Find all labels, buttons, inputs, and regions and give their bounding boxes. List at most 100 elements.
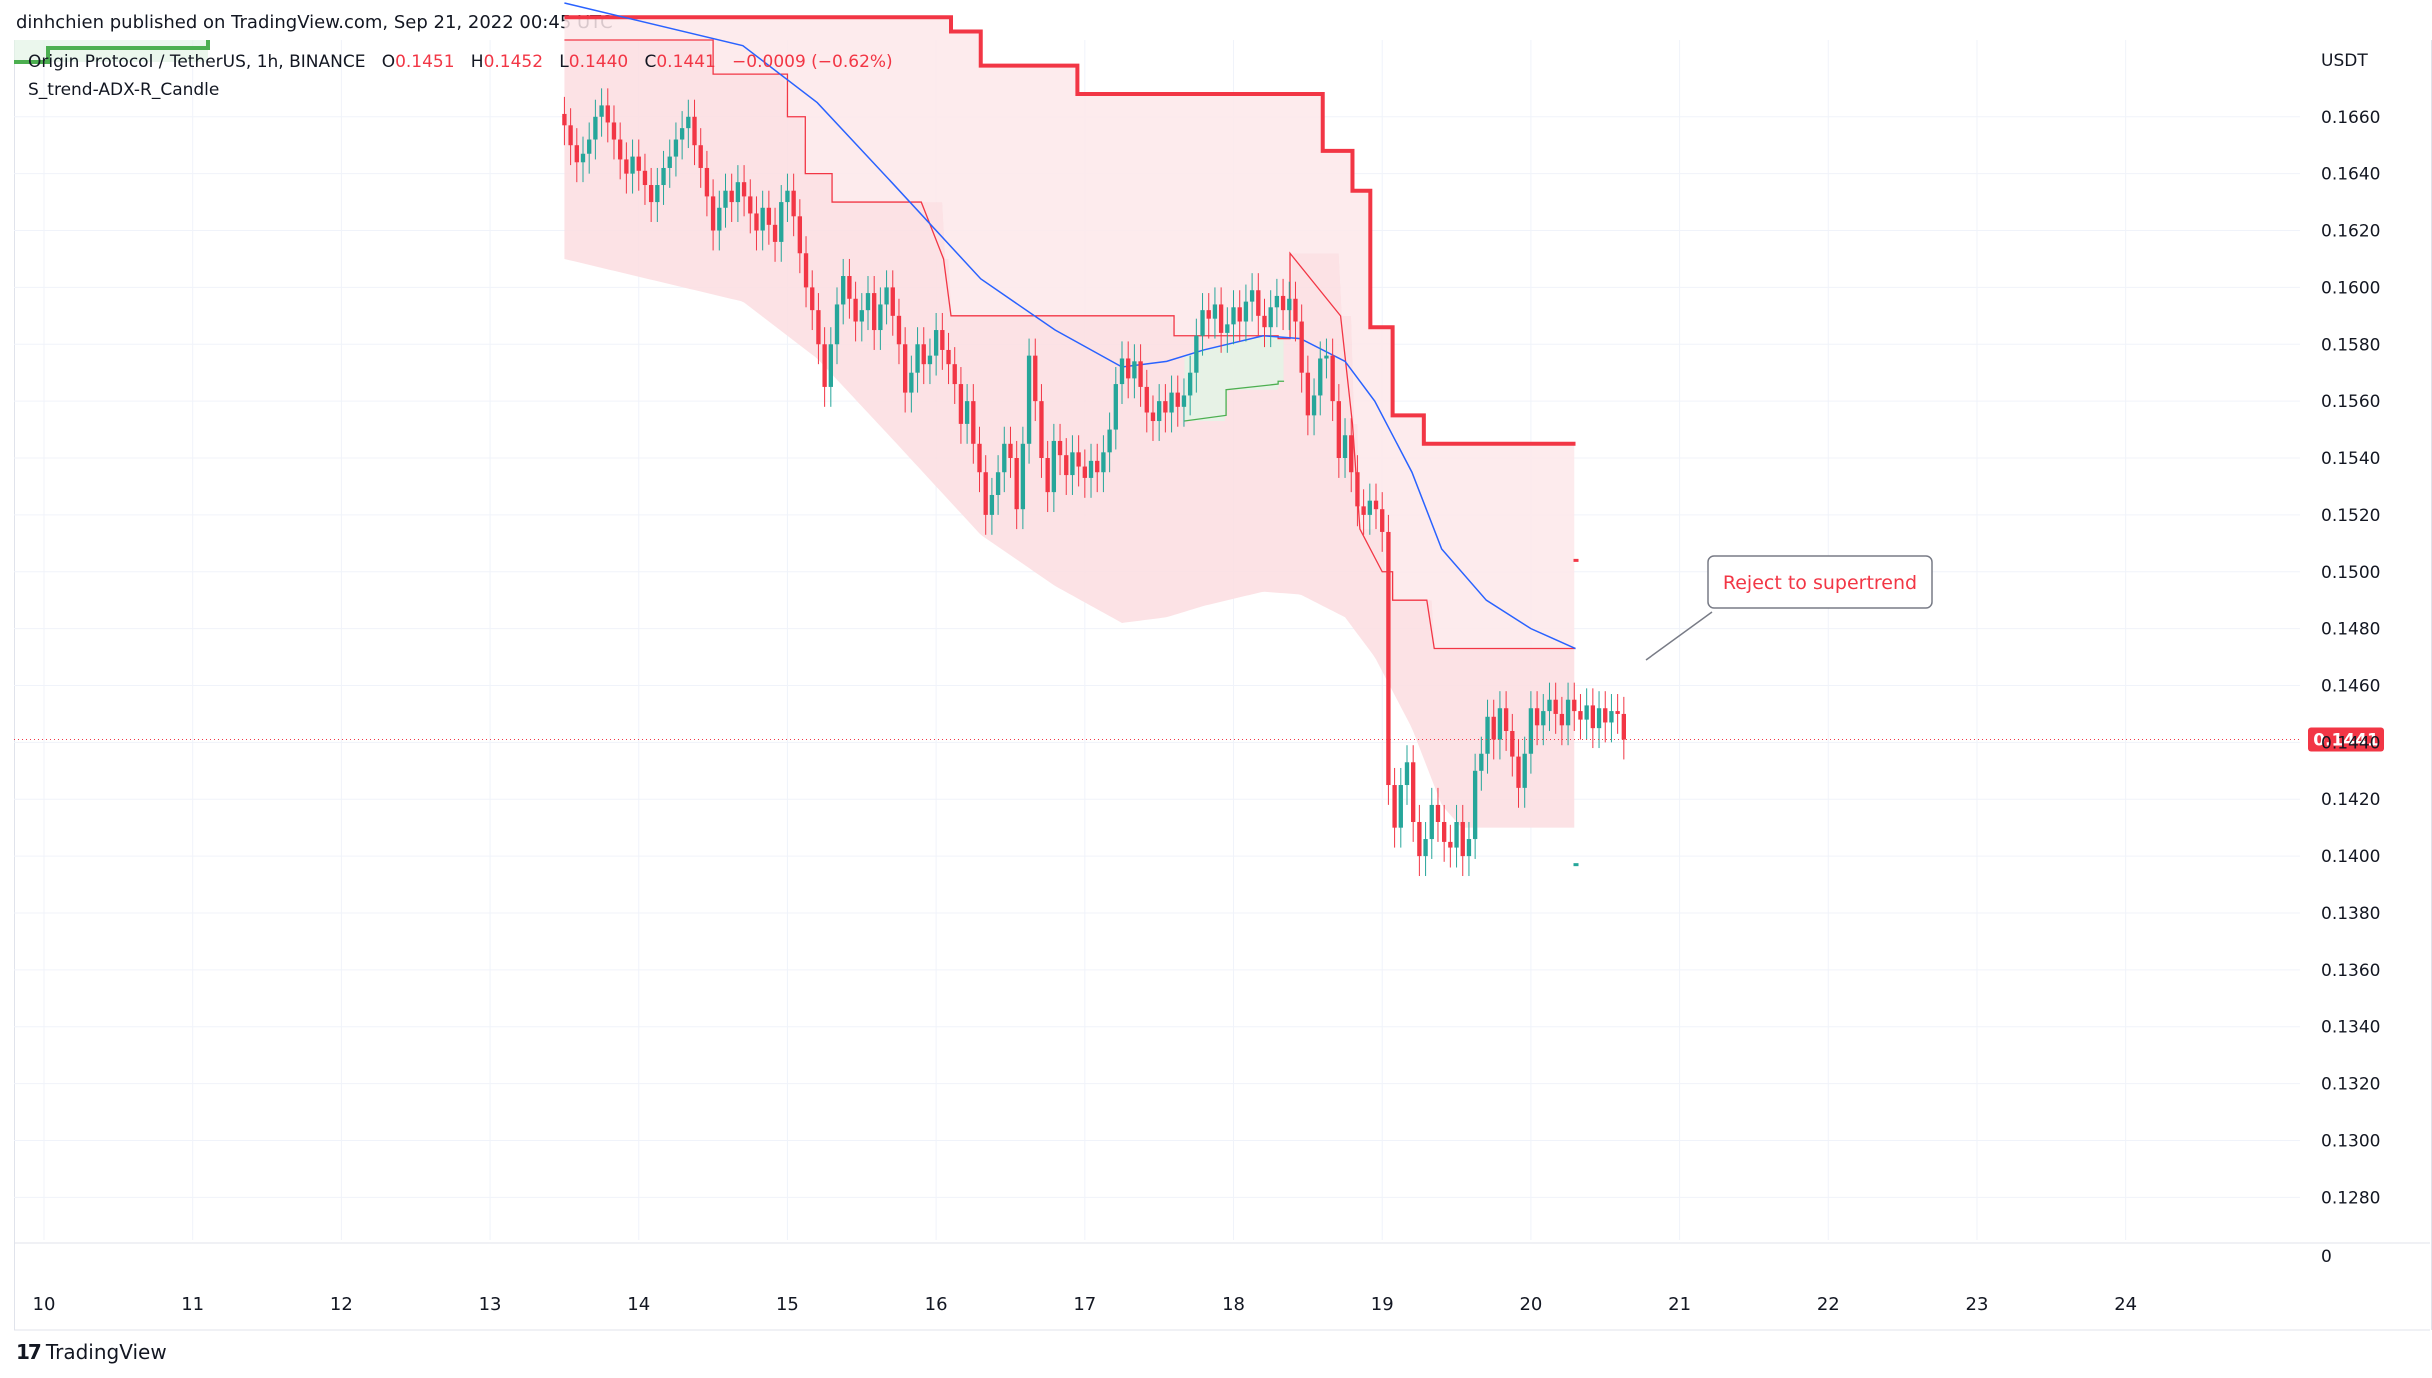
candle-body <box>587 139 592 154</box>
price-tick-label: 0.1420 <box>2321 790 2380 810</box>
supertrend-fill-upper <box>564 17 1575 649</box>
candle-body <box>1435 804 1441 822</box>
candle-body <box>1373 500 1379 510</box>
candle-body <box>1212 304 1218 319</box>
candle-body <box>1107 429 1112 453</box>
candle-body <box>1095 460 1100 473</box>
candle-body <box>1584 705 1589 720</box>
candle-body <box>729 190 734 203</box>
candle-body <box>1479 753 1484 771</box>
supertrend-fill-green-left <box>14 40 208 62</box>
price-tick-label: 0.1660 <box>2321 108 2380 128</box>
candle-body <box>692 116 697 146</box>
candle-body <box>1218 304 1224 333</box>
candle-body <box>624 159 629 174</box>
candle-body <box>1516 756 1521 788</box>
candle-body <box>1126 358 1131 379</box>
price-tick-label: 0.1380 <box>2321 904 2380 924</box>
candle-body <box>1268 307 1273 328</box>
candle-body <box>661 167 666 186</box>
symbol-legend: Origin Protocol / TetherUS, 1h, BINANCE … <box>28 52 893 72</box>
candle-body <box>1423 839 1428 857</box>
candle-body <box>1249 290 1255 302</box>
price-tick-label: 0.1460 <box>2321 676 2380 696</box>
candle-body <box>1280 295 1286 311</box>
candle-body <box>1237 307 1242 322</box>
candle-body <box>642 170 648 186</box>
candle-body <box>1020 443 1026 510</box>
candle-body <box>1417 821 1422 857</box>
candle-body <box>1621 713 1626 740</box>
time-tick-label: 21 <box>1668 1294 1691 1315</box>
candle-body <box>710 196 716 231</box>
time-tick-label: 12 <box>330 1294 353 1315</box>
last-price-badge <box>2308 727 2384 752</box>
candle-body <box>1231 307 1236 325</box>
candle-body <box>1157 401 1162 422</box>
candle-body <box>1361 506 1366 515</box>
price-tick-label: 0.1500 <box>2321 563 2380 583</box>
price-axis-currency: USDT <box>2321 51 2368 71</box>
candle-body <box>1039 401 1044 459</box>
candle-body <box>1299 321 1304 373</box>
close-label: C <box>644 52 657 72</box>
candle-body <box>679 128 685 140</box>
candle-body <box>1163 401 1168 413</box>
price-tick-label: 0.1320 <box>2321 1075 2380 1095</box>
candle-body <box>828 344 833 387</box>
candle-body <box>964 401 970 424</box>
candle-body <box>580 153 586 163</box>
candle-body <box>599 105 604 117</box>
annotation-callout[interactable]: Reject to supertrend <box>1645 555 1933 661</box>
candle-body <box>1026 355 1032 444</box>
candle-body <box>915 344 920 373</box>
candle-body <box>1206 310 1211 319</box>
candle-body <box>1144 386 1149 413</box>
time-tick-label: 24 <box>2114 1294 2137 1315</box>
candle-body <box>1534 708 1540 726</box>
publisher-line: dinhchien published on TradingView.com, … <box>16 12 613 33</box>
price-axis: USDT 0.1660 0.1640 0.1620 0.1600 0.1580 0.156… <box>2321 51 2380 1267</box>
candle-body <box>1225 324 1230 333</box>
supertrend-line-red <box>564 15 1576 446</box>
price-tick-label: 0.1520 <box>2321 506 2380 526</box>
candle-body <box>648 185 654 203</box>
candle-body <box>1547 699 1552 712</box>
supertrend-line-green <box>1184 380 1285 422</box>
candle-body <box>1541 711 1546 726</box>
supertrend-fills <box>14 17 1575 828</box>
high-label: H <box>470 52 484 72</box>
candle-body <box>1175 392 1180 407</box>
candle-body <box>1336 401 1342 459</box>
price-tick-label: 0.1540 <box>2321 449 2380 469</box>
indicator-legend[interactable]: S_trend-ADX-R_Candle <box>28 80 220 100</box>
candle-body <box>574 145 579 163</box>
candle-body <box>1448 841 1453 848</box>
candle-body <box>1318 358 1323 396</box>
time-tick-label: 13 <box>479 1294 502 1315</box>
candle-body <box>779 202 784 242</box>
candle-body <box>723 190 728 208</box>
candle-body <box>1615 711 1620 714</box>
candle-body <box>1380 509 1385 532</box>
tradingview-brand[interactable]: 17 TradingView <box>16 1340 167 1364</box>
annotation-text: Reject to supertrend <box>1723 572 1917 594</box>
candle-body <box>865 293 871 311</box>
candle-body <box>933 330 939 356</box>
candle-body <box>909 372 914 393</box>
time-tick-label: 22 <box>1817 1294 1840 1315</box>
supertrend-fill-lower <box>564 40 1575 828</box>
candle-body <box>1559 713 1565 726</box>
candle-body <box>1596 708 1602 729</box>
candle-body <box>1472 770 1478 840</box>
close-value: 0.1441 <box>656 52 716 72</box>
time-tick-label: 19 <box>1371 1294 1394 1315</box>
candle-body <box>1057 440 1063 456</box>
candle-body <box>1187 372 1193 396</box>
candle-body <box>816 310 821 345</box>
candle-body <box>1064 455 1069 476</box>
candle-body <box>989 494 995 515</box>
candle-body <box>791 190 796 217</box>
candle-body <box>1088 460 1094 478</box>
